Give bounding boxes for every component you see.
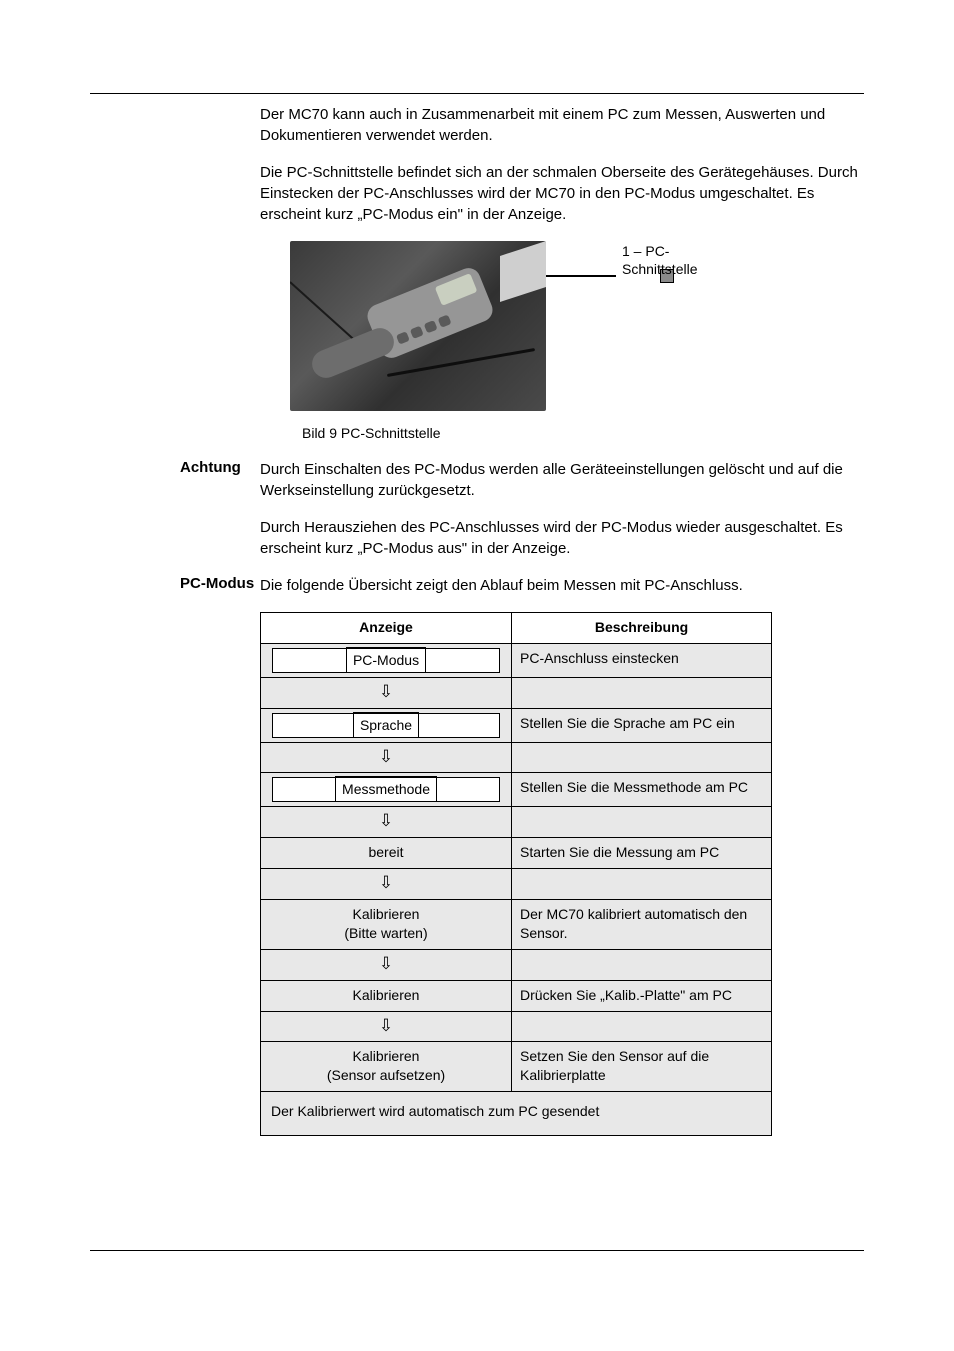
down-arrow-icon: ⇩	[379, 811, 393, 830]
header-rule	[90, 40, 864, 94]
down-arrow-icon: ⇩	[379, 954, 393, 973]
margin-label-caution: Achtung	[180, 459, 241, 476]
table-cell-left: Sprache	[261, 709, 512, 742]
photo-cable	[387, 348, 535, 377]
table-row: ⇩	[261, 806, 771, 837]
table-cell-left: ⇩	[261, 869, 512, 899]
photo-screen	[435, 273, 478, 306]
table-cell-left: ⇩	[261, 1012, 512, 1042]
display-box-text: Messmethode	[335, 776, 437, 802]
display-box: Sprache	[272, 713, 500, 738]
margin-label-mode: PC-Modus	[180, 575, 254, 592]
figure: 1 – PC- Schnittstelle	[290, 241, 670, 411]
table-row: ⇩	[261, 1011, 771, 1042]
table-cell-right	[512, 743, 771, 773]
table-cell-right	[512, 1012, 771, 1042]
table-cell-right	[512, 869, 771, 899]
figure-caption: Bild 9 PC-Schnittstelle	[302, 425, 864, 441]
display-box-text: PC-Modus	[346, 647, 426, 673]
display-box: PC-Modus	[272, 648, 500, 673]
table-row: Messmethode Stellen Sie die Messmethode a…	[261, 772, 771, 806]
table-cell-left: Kalibrieren(Sensor aufsetzen)	[261, 1042, 512, 1091]
table-cell-right	[512, 950, 771, 980]
table-row: ⇩	[261, 677, 771, 708]
paragraph: Die folgende Übersicht zeigt den Ablauf …	[260, 575, 864, 596]
table-row: Kalibrieren(Sensor aufsetzen)Setzen Sie …	[261, 1041, 771, 1091]
photo-buttons	[396, 314, 452, 344]
down-arrow-icon: ⇩	[379, 747, 393, 766]
device-photo	[290, 241, 546, 411]
table-header-cell: Anzeige	[261, 613, 512, 643]
table-row: PC-Modus PC-Anschluss einstecken	[261, 643, 771, 677]
table-cell-merged: Der Kalibrierwert wird automatisch zum P…	[261, 1092, 771, 1135]
table-row: bereitStarten Sie die Messung am PC	[261, 837, 771, 868]
display-box-text: Sprache	[353, 712, 419, 738]
table-cell-right	[512, 678, 771, 708]
photo-probe	[308, 324, 398, 382]
paragraph: Der MC70 kann auch in Zusammenarbeit mit…	[260, 104, 864, 146]
page: Der MC70 kann auch in Zusammenarbeit mit…	[0, 0, 954, 1351]
table-row: Sprache Stellen Sie die Sprache am PC ein	[261, 708, 771, 742]
table-cell-left: ⇩	[261, 807, 512, 837]
content-area: Der MC70 kann auch in Zusammenarbeit mit…	[90, 94, 864, 1136]
paragraph: Durch Herausziehen des PC-Anschlusses wi…	[260, 517, 864, 559]
footer-rule	[90, 1250, 864, 1251]
table-row: KalibrierenDrücken Sie „Kalib.-Platte" a…	[261, 980, 771, 1011]
table-cell-left: PC-Modus	[261, 644, 512, 677]
body-paragraphs: Der MC70 kann auch in Zusammenarbeit mit…	[260, 104, 864, 225]
flow-table: Anzeige Beschreibung PC-Modus PC-Anschlus…	[260, 612, 772, 1136]
table-cell-left: Kalibrieren(Bitte warten)	[261, 900, 512, 949]
table-header-cell: Beschreibung	[512, 613, 771, 643]
table-cell-right: Der MC70 kalibriert automatisch den Sens…	[512, 900, 771, 949]
paragraph: Die PC-Schnittstelle befindet sich an de…	[260, 162, 864, 225]
callout-text-line: Schnittstelle	[622, 261, 697, 277]
callout-line	[546, 275, 616, 277]
table-row: Kalibrieren(Bitte warten)Der MC70 kalibr…	[261, 899, 771, 949]
table-header-row: Anzeige Beschreibung	[261, 613, 771, 643]
table-cell-left: ⇩	[261, 950, 512, 980]
table-cell-left: Messmethode	[261, 773, 512, 806]
table-cell-right: Drücken Sie „Kalib.-Platte" am PC	[512, 981, 771, 1011]
display-box: Messmethode	[272, 777, 500, 802]
down-arrow-icon: ⇩	[379, 682, 393, 701]
table-cell-right: Stellen Sie die Sprache am PC ein	[512, 709, 771, 742]
table-cell-left: ⇩	[261, 743, 512, 773]
paragraph: Durch Einschalten des PC-Modus werden al…	[260, 459, 864, 501]
down-arrow-icon: ⇩	[379, 1016, 393, 1035]
table-cell-right: PC-Anschluss einstecken	[512, 644, 771, 677]
table-cell-right: Stellen Sie die Messmethode am PC	[512, 773, 771, 806]
table-cell-left: Kalibrieren	[261, 981, 512, 1011]
down-arrow-icon: ⇩	[379, 873, 393, 892]
callout-text-line: 1 – PC-	[622, 243, 669, 259]
table-cell-right: Setzen Sie den Sensor auf die Kalibrierp…	[512, 1042, 771, 1091]
table-cell-left: ⇩	[261, 678, 512, 708]
table-cell-right	[512, 807, 771, 837]
table-cell-left: bereit	[261, 838, 512, 868]
body-paragraphs: Die folgende Übersicht zeigt den Ablauf …	[260, 575, 864, 596]
table-row: ⇩	[261, 868, 771, 899]
photo-pc-corner	[500, 241, 546, 302]
table-row: ⇩	[261, 742, 771, 773]
table-cell-right: Starten Sie die Messung am PC	[512, 838, 771, 868]
callout-label: 1 – PC- Schnittstelle	[622, 243, 782, 278]
table-row: Der Kalibrierwert wird automatisch zum P…	[261, 1091, 771, 1135]
body-paragraphs: Durch Einschalten des PC-Modus werden al…	[260, 459, 864, 559]
table-row: ⇩	[261, 949, 771, 980]
